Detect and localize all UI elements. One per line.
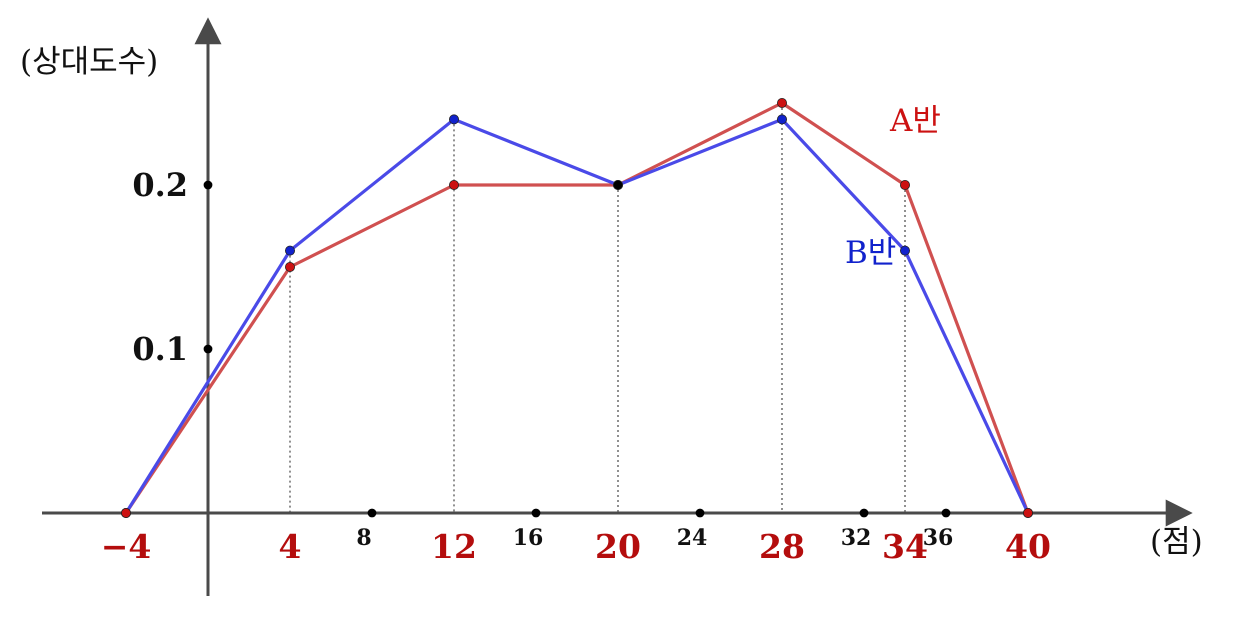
x-axis-label: (점) <box>1150 524 1203 560</box>
tick-labels: −4 4 12 20 28 34 40 8 16 24 32 36 0.1 0.2 <box>101 166 1051 566</box>
y-tick-label: 0.2 <box>132 166 188 204</box>
x-tick-label: 20 <box>595 527 641 566</box>
axis-tick-dots <box>203 180 951 518</box>
series-lines <box>124 101 1030 514</box>
y-tick-dot <box>203 180 213 190</box>
x-tick-label: 34 <box>882 527 928 566</box>
x-tick-label: 24 <box>677 525 708 551</box>
guide-lines <box>289 103 906 513</box>
data-point-b <box>284 245 295 256</box>
x-tick-label: 40 <box>1005 527 1051 566</box>
x-minor-tick-dot <box>531 508 541 518</box>
x-minor-tick-dot <box>695 508 705 518</box>
x-tick-label: 8 <box>356 525 371 551</box>
series-line-a <box>124 101 1030 514</box>
x-tick-label: 36 <box>923 525 954 551</box>
series-label-b: B반 <box>845 235 896 271</box>
x-tick-label: 16 <box>513 525 544 551</box>
x-tick-label: 4 <box>279 527 302 566</box>
data-point-a <box>613 179 624 190</box>
y-tick-dot <box>203 344 213 354</box>
x-tick-label: −4 <box>101 527 152 566</box>
data-point-a <box>777 98 788 109</box>
data-point-a <box>900 179 911 190</box>
x-minor-tick-dot <box>941 508 951 518</box>
data-point-a <box>284 261 295 272</box>
x-minor-tick-dot <box>859 508 869 518</box>
y-tick-label: 0.1 <box>132 330 188 368</box>
data-point-a <box>1023 507 1034 518</box>
data-point-b <box>900 245 911 256</box>
data-point-a <box>448 179 459 190</box>
x-tick-label: 32 <box>841 525 872 551</box>
data-point-b <box>448 114 459 125</box>
series-label-a: A반 <box>889 103 941 139</box>
data-points <box>121 98 1034 518</box>
data-point-a <box>121 507 132 518</box>
x-tick-label: 28 <box>759 527 805 566</box>
y-axis-label: (상대도수) <box>20 44 158 80</box>
x-tick-label: 12 <box>431 527 477 566</box>
data-point-b <box>777 114 788 125</box>
x-minor-tick-dot <box>367 508 377 518</box>
